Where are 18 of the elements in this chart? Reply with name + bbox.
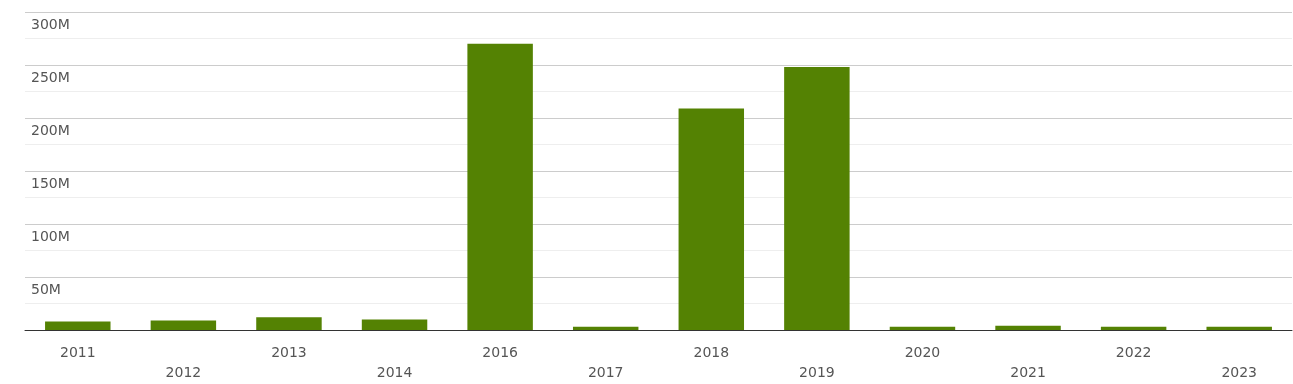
y-tick-label: 100M <box>31 228 70 244</box>
y-tick-label: 150M <box>31 175 70 191</box>
x-tick-label: 2023 <box>1221 364 1258 380</box>
x-tick-label: 2020 <box>904 344 941 360</box>
x-tick-label: 2017 <box>587 364 624 380</box>
y-tick-label: 250M <box>31 69 70 85</box>
y-tick-label: 300M <box>31 16 70 32</box>
x-tick-label: 2022 <box>1115 344 1152 360</box>
x-tick-label: 2011 <box>59 344 96 360</box>
x-tick-label: 2013 <box>271 344 307 360</box>
y-tick-label: 200M <box>31 122 70 138</box>
x-tick-label: 2014 <box>376 364 413 380</box>
x-tick-label: 2012 <box>165 364 202 380</box>
x-tick-label: 2021 <box>1010 364 1046 380</box>
y-tick-label: 50M <box>31 281 61 297</box>
x-tick-label: 2019 <box>799 364 835 380</box>
x-tick-label: 2016 <box>482 344 519 360</box>
x-tick-label: 2018 <box>693 344 730 360</box>
